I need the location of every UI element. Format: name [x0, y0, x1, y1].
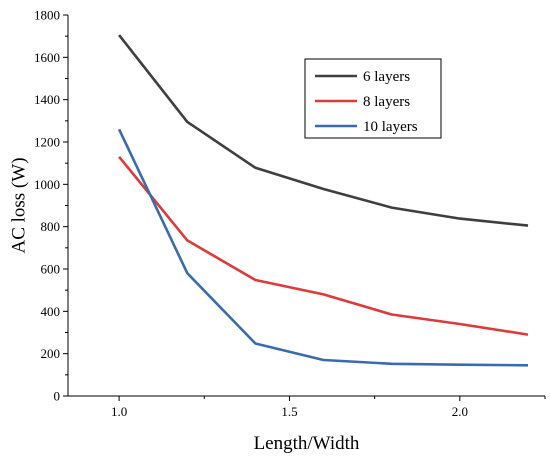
x-ticks: 1.0 1.5 2.0	[111, 396, 546, 419]
series-lines	[117, 34, 529, 367]
legend-label-6-layers: 6 layers	[363, 69, 410, 85]
legend: 6 layers 8 layers 10 layers	[304, 58, 442, 139]
y-axis-title: AC loss (W)	[8, 157, 29, 253]
plot-area: 0 200 400 600 800 1000 1200 1400 1600 1800 1.0 1.5…	[34, 8, 546, 419]
x-tick-label: 1.0	[111, 404, 127, 419]
x-tick-label: 1.5	[281, 404, 297, 419]
series-line-6-layers	[118, 34, 529, 227]
x-tick-label: 2.0	[452, 404, 468, 419]
series-line-8-layers	[118, 155, 529, 336]
y-tick-label: 600	[41, 262, 61, 277]
y-tick-label: 1000	[34, 177, 60, 192]
y-tick-label: 1200	[34, 135, 60, 150]
legend-entries: 6 layers 8 layers 10 layers	[315, 69, 418, 135]
legend-label-8-layers: 8 layers	[363, 94, 410, 110]
legend-label-10-layers: 10 layers	[363, 119, 418, 135]
y-tick-label: 800	[41, 219, 61, 234]
series-line-10-layers	[117, 128, 529, 367]
y-tick-label: 0	[54, 389, 61, 404]
y-ticks: 0 200 400 600 800 1000 1200 1400 1600 1800	[34, 8, 68, 404]
y-tick-label: 1800	[34, 8, 60, 23]
y-tick-label: 400	[41, 304, 61, 319]
y-tick-label: 1600	[34, 50, 60, 65]
y-tick-label: 200	[41, 346, 61, 361]
y-tick-label: 1400	[34, 92, 60, 107]
x-axis-title: Length/Width	[254, 433, 360, 454]
